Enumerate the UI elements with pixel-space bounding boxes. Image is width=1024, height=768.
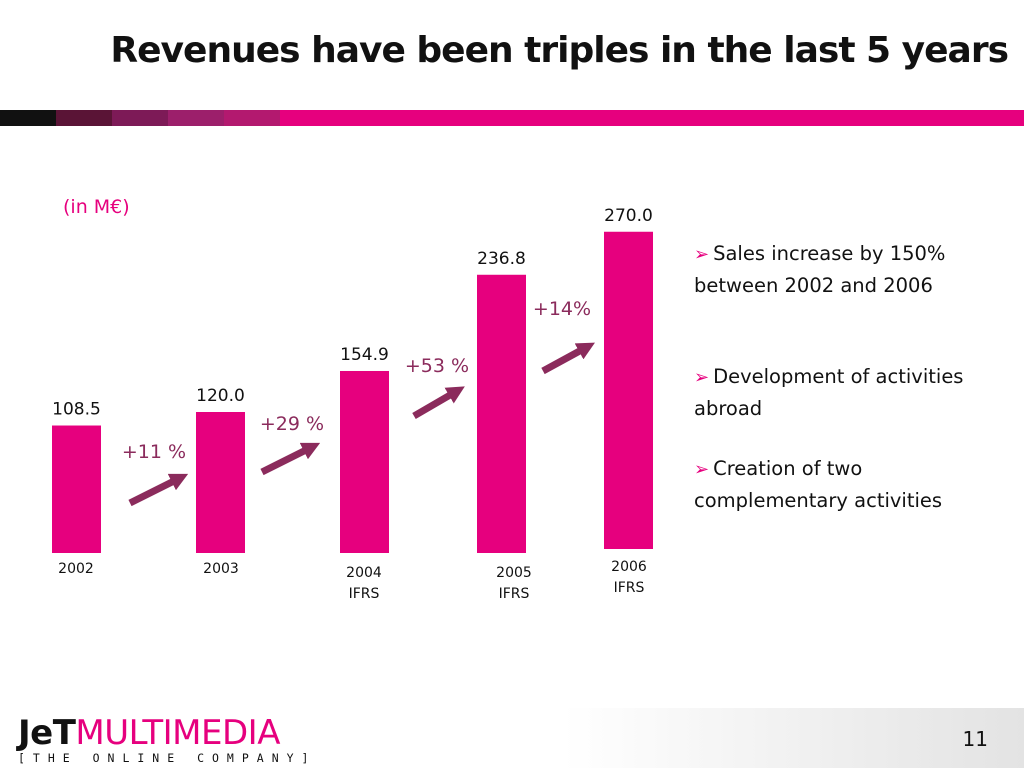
bar-value-label: 236.8 [477,249,526,269]
logo-jet: JeT [18,713,76,753]
logo-wordmark: JeTMULTIMEDIA [18,716,316,750]
category-label: 2002 [58,561,94,577]
stripe-segment [168,110,224,126]
growth-label: +14% [533,298,591,320]
logo-tagline: [THE ONLINE COMPANY] [18,751,317,765]
bullet-item: ➢ Sales increase by 150% between 2002 and… [694,242,946,297]
logo-multimedia: MULTIMEDIA [75,713,280,753]
growth-arrow-icon [412,386,465,420]
arrow-bullet-icon: ➢ [694,367,710,388]
growth-arrow-icon [260,442,321,476]
bar-value-label: 120.0 [196,386,245,406]
bullet-list: ➢ Sales increase by 150% between 2002 and… [694,238,1004,516]
growth-label: +53 % [405,355,469,377]
slide-title: Revenues have been triples in the last 5… [110,30,1009,71]
category-label: 2003 [203,561,239,577]
bar [477,274,526,553]
revenue-bar-chart: 108.5 2002 120.0 2003 154.9 2004 IFRS 236.8 2005… [52,206,653,602]
bullet-item: ➢ Creation of two complementary activitie… [694,457,943,512]
category-label: IFRS [349,586,380,602]
growth-arrow-icon [128,473,189,507]
stripe-segment [280,110,1024,126]
category-label: 2005 [496,565,532,581]
bar [340,370,389,553]
growth-label: +11 % [122,441,186,463]
bar [52,425,101,553]
bar-value-label: 270.0 [604,206,653,226]
growth-label: +29 % [260,413,324,435]
bar-value-label: 108.5 [52,400,101,420]
growth-arrow-icon [541,342,595,375]
bar-value-label: 154.9 [340,345,389,365]
category-label: 2006 [611,559,647,575]
stripe-segment [0,110,56,126]
arrow-bullet-icon: ➢ [694,459,710,480]
unit-label: (in M€) [63,196,130,218]
page-number: 11 [962,727,988,751]
bar [604,231,653,549]
category-label: IFRS [614,580,645,596]
footer-band [0,708,1024,768]
arrow-bullet-icon: ➢ [694,244,710,265]
category-label: IFRS [499,586,530,602]
company-logo: JeTMULTIMEDIA [THE ONLINE COMPANY] [18,716,316,765]
bullet-item: ➢ Development of activities abroad [694,365,964,420]
stripe-segment [112,110,168,126]
stripe-segment [224,110,280,126]
stripe-segment [56,110,112,126]
category-label: 2004 [346,565,382,581]
bar [196,412,245,553]
